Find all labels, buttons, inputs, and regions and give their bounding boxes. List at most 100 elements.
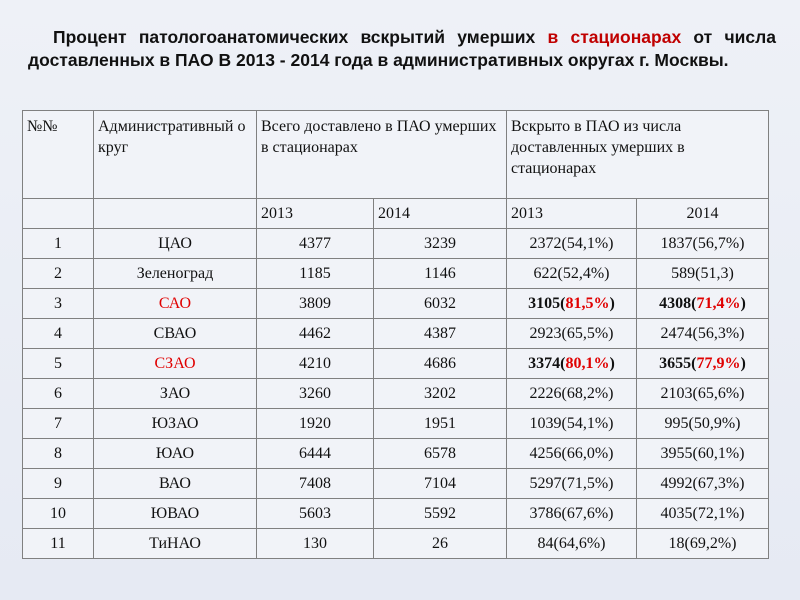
- table-row: 5 СЗАО 4210 4686 3374(80,1%) 3655(77,9%): [22, 348, 769, 379]
- years-empty-num: [22, 198, 94, 229]
- row-autopsied-2014: 2103(65,6%): [636, 378, 769, 409]
- row-delivered-2014: 6578: [373, 438, 507, 469]
- row-num: 5: [22, 348, 94, 379]
- table-row: 8 ЮАО 6444 6578 4256(66,0%) 3955(60,1%): [22, 438, 769, 469]
- row-autopsied-2013: 1039(54,1%): [506, 408, 637, 439]
- page-title: Процент патологоанатомических вскрытий у…: [28, 26, 776, 72]
- row-autopsied-2013: 2226(68,2%): [506, 378, 637, 409]
- year-delivered-2014: 2014: [373, 198, 507, 229]
- row-autopsied-2013: 3786(67,6%): [506, 498, 637, 529]
- row-district: СЗАО: [93, 348, 257, 379]
- row-delivered-2014: 1951: [373, 408, 507, 439]
- row-delivered-2013: 3260: [256, 378, 374, 409]
- row-autopsied-2013: 3374(80,1%): [506, 348, 637, 379]
- row-autopsied-2014: 4035(72,1%): [636, 498, 769, 529]
- row-autopsied-2014: 3655(77,9%): [636, 348, 769, 379]
- autopsied-count: 3105: [528, 294, 561, 312]
- row-num: 7: [22, 408, 94, 439]
- row-autopsied-2013: 3105(81,5%): [506, 288, 637, 319]
- row-num: 2: [22, 258, 94, 289]
- row-delivered-2014: 3239: [373, 228, 507, 259]
- autopsied-count: 3374: [528, 354, 561, 372]
- row-num: 6: [22, 378, 94, 409]
- row-autopsied-2014: 3955(60,1%): [636, 438, 769, 469]
- row-autopsied-2013: 4256(66,0%): [506, 438, 637, 469]
- row-autopsied-2014: 4992(67,3%): [636, 468, 769, 499]
- table-row: 1 ЦАО 4377 3239 2372(54,1%) 1837(56,7%): [22, 228, 769, 259]
- row-district: ЦАО: [93, 228, 257, 259]
- row-num: 9: [22, 468, 94, 499]
- row-delivered-2014: 4387: [373, 318, 507, 349]
- row-delivered-2014: 7104: [373, 468, 507, 499]
- title-part1: Процент патологоанатомических вскрытий у…: [53, 27, 548, 47]
- row-num: 10: [22, 498, 94, 529]
- autopsied-percent: 81,5%: [565, 294, 610, 312]
- table-row: 6 ЗАО 3260 3202 2226(68,2%) 2103(65,6%): [22, 378, 769, 409]
- year-autopsied-2013: 2013: [506, 198, 637, 229]
- row-num: 3: [22, 288, 94, 319]
- year-autopsied-2014: 2014: [636, 198, 769, 229]
- years-empty-district: [93, 198, 257, 229]
- row-autopsied-2013: 5297(71,5%): [506, 468, 637, 499]
- table-row: 2 Зеленоград 1185 1146 622(52,4%) 589(51,3): [22, 258, 769, 289]
- autopsy-table: №№ Административный округ Всего доставле…: [22, 110, 769, 559]
- row-delivered-2013: 130: [256, 528, 374, 559]
- row-autopsied-2014: 18(69,2%): [636, 528, 769, 559]
- row-district: Зеленоград: [93, 258, 257, 289]
- header-delivered: Всего доставлено в ПАО умерших в стацион…: [256, 110, 507, 199]
- autopsied-percent: 71,4%: [696, 294, 741, 312]
- row-autopsied-2013: 2372(54,1%): [506, 228, 637, 259]
- table-row: 3 САО 3809 6032 3105(81,5%) 4308(71,4%): [22, 288, 769, 319]
- row-district: ЮВАО: [93, 498, 257, 529]
- row-delivered-2014: 5592: [373, 498, 507, 529]
- row-delivered-2013: 5603: [256, 498, 374, 529]
- row-num: 4: [22, 318, 94, 349]
- row-autopsied-2014: 589(51,3): [636, 258, 769, 289]
- row-district: САО: [93, 288, 257, 319]
- row-num: 1: [22, 228, 94, 259]
- row-delivered-2014: 26: [373, 528, 507, 559]
- row-num: 8: [22, 438, 94, 469]
- row-autopsied-2014: 4308(71,4%): [636, 288, 769, 319]
- row-delivered-2013: 3809: [256, 288, 374, 319]
- row-delivered-2014: 6032: [373, 288, 507, 319]
- row-district: СВАО: [93, 318, 257, 349]
- row-district: ЗАО: [93, 378, 257, 409]
- autopsied-count: 3655: [659, 354, 692, 372]
- header-autopsied: Вскрыто в ПАО из числа доставленных умер…: [506, 110, 769, 199]
- table-row: 11 ТиНАО 130 26 84(64,6%) 18(69,2%): [22, 528, 769, 559]
- table-row: 10 ЮВАО 5603 5592 3786(67,6%) 4035(72,1%): [22, 498, 769, 529]
- table-row: 4 СВАО 4462 4387 2923(65,5%) 2474(56,3%): [22, 318, 769, 349]
- row-autopsied-2014: 995(50,9%): [636, 408, 769, 439]
- row-district: ВАО: [93, 468, 257, 499]
- table-row: 7 ЮЗАО 1920 1951 1039(54,1%) 995(50,9%): [22, 408, 769, 439]
- row-autopsied-2014: 1837(56,7%): [636, 228, 769, 259]
- row-delivered-2013: 7408: [256, 468, 374, 499]
- year-delivered-2013: 2013: [256, 198, 374, 229]
- table-row: 9 ВАО 7408 7104 5297(71,5%) 4992(67,3%): [22, 468, 769, 499]
- row-district: ЮАО: [93, 438, 257, 469]
- row-delivered-2014: 3202: [373, 378, 507, 409]
- row-autopsied-2013: 2923(65,5%): [506, 318, 637, 349]
- table-header-row: №№ Административный округ Всего доставле…: [22, 110, 769, 199]
- row-autopsied-2013: 622(52,4%): [506, 258, 637, 289]
- row-delivered-2013: 1185: [256, 258, 374, 289]
- row-district: ЮЗАО: [93, 408, 257, 439]
- autopsied-count: 4308: [659, 294, 692, 312]
- title-part2: от числа доставленных в ПАО В 2013 - 201…: [28, 27, 777, 70]
- row-district: ТиНАО: [93, 528, 257, 559]
- row-delivered-2013: 4377: [256, 228, 374, 259]
- header-num: №№: [22, 110, 94, 199]
- header-district: Административный округ: [93, 110, 257, 199]
- title-highlight: в стационарах: [547, 27, 682, 47]
- row-delivered-2013: 4210: [256, 348, 374, 379]
- autopsied-percent: 77,9%: [696, 354, 741, 372]
- row-delivered-2013: 6444: [256, 438, 374, 469]
- row-delivered-2014: 1146: [373, 258, 507, 289]
- row-num: 11: [22, 528, 94, 559]
- table-years-row: 2013 2014 2013 2014: [22, 198, 769, 229]
- row-delivered-2014: 4686: [373, 348, 507, 379]
- row-delivered-2013: 1920: [256, 408, 374, 439]
- row-autopsied-2013: 84(64,6%): [506, 528, 637, 559]
- row-delivered-2013: 4462: [256, 318, 374, 349]
